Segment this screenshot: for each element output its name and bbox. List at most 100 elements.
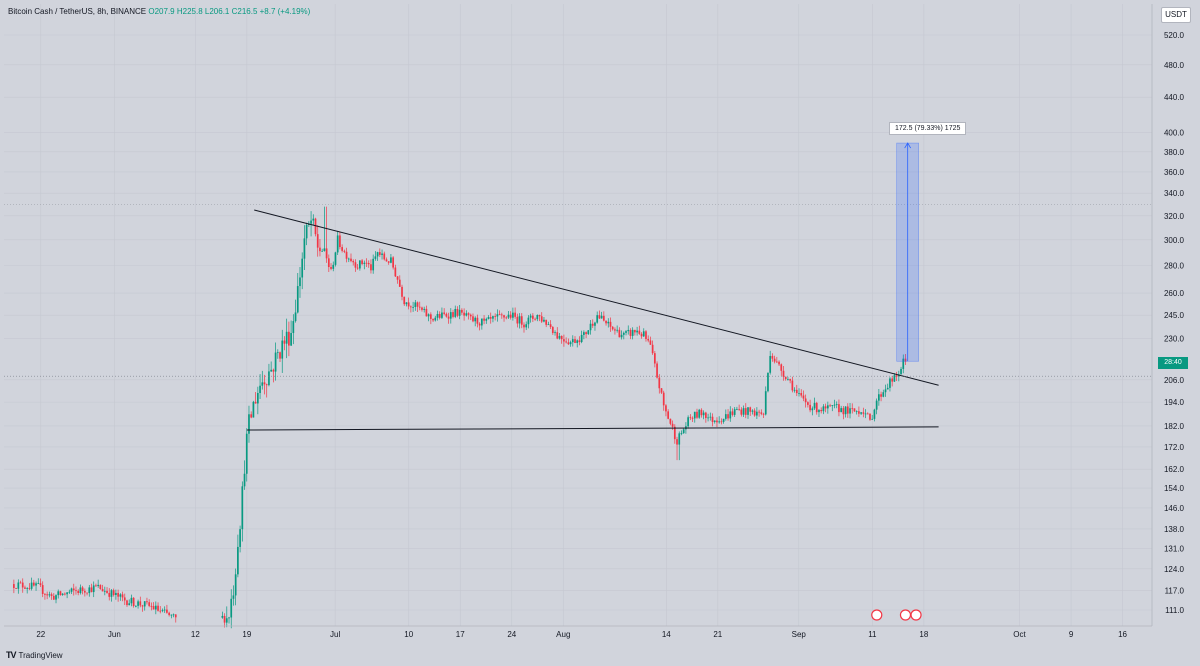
candle-body: [150, 605, 153, 607]
candle-body: [507, 314, 510, 318]
candle-body: [332, 264, 335, 269]
candle-body: [600, 315, 603, 319]
candle-body: [303, 238, 306, 259]
candle-body: [148, 602, 151, 606]
candle-body: [432, 318, 434, 321]
candle-body: [514, 312, 516, 317]
candle-body: [117, 592, 119, 597]
candle-body: [296, 286, 299, 313]
candle-body: [638, 330, 641, 334]
candle-body: [24, 587, 26, 589]
y-tick-label: 320.0: [1164, 212, 1185, 221]
candle-body: [718, 421, 721, 423]
candle-body: [359, 260, 361, 269]
symbol-name[interactable]: Bitcoin Cash / TetherUS, 8h, BINANCE: [8, 7, 147, 16]
candle-body: [880, 394, 882, 397]
candle-body: [372, 258, 375, 271]
candle-body: [86, 592, 88, 594]
candle-body: [789, 378, 792, 381]
candle-body: [824, 406, 827, 409]
candle-body: [234, 574, 237, 596]
candle-body: [665, 405, 667, 412]
candle-body: [472, 316, 474, 322]
y-tick-label: 146.0: [1164, 504, 1185, 513]
trendline-support[interactable]: [246, 426, 939, 431]
candle-body: [662, 392, 665, 406]
footer-brand[interactable]: TV TradingView: [6, 650, 63, 660]
candle-body: [500, 314, 503, 316]
event-flag-icon[interactable]: [871, 609, 883, 621]
candle-body: [583, 332, 585, 335]
candle-body: [549, 324, 552, 328]
candle-body: [660, 388, 663, 393]
candle-body: [895, 375, 898, 377]
candle-body: [83, 590, 86, 593]
candle-body: [396, 276, 399, 280]
y-tick-label: 162.0: [1164, 465, 1185, 474]
currency-badge[interactable]: USDT: [1161, 7, 1191, 23]
candle-body: [398, 279, 401, 287]
candle-body: [649, 340, 652, 345]
candle-body: [137, 601, 139, 606]
candle-body: [316, 234, 319, 248]
candle-body: [724, 414, 727, 419]
candle-body: [815, 402, 818, 413]
candle-body: [862, 412, 865, 414]
candle-body: [634, 329, 636, 333]
candle-body: [578, 340, 581, 343]
y-tick-label: 154.0: [1164, 484, 1185, 493]
candle-body: [656, 363, 658, 378]
candle-body: [727, 414, 729, 419]
x-tick-label: 11: [868, 630, 877, 639]
candle-body: [551, 327, 554, 334]
candle-body: [254, 401, 257, 404]
candle-body: [327, 258, 330, 268]
candle-body: [591, 323, 594, 326]
candle-body: [891, 378, 894, 382]
candle-body: [516, 316, 519, 324]
candle-body: [778, 361, 780, 365]
candle-body: [556, 332, 559, 339]
candle-body: [489, 317, 492, 319]
x-tick-label: 19: [242, 630, 251, 639]
candle-body: [57, 591, 60, 596]
price-scale[interactable]: [1152, 0, 1200, 666]
x-tick-label: 12: [191, 630, 200, 639]
candle-body: [79, 587, 82, 593]
candle-body: [527, 317, 530, 325]
candle-body: [425, 308, 428, 317]
candle-body: [410, 306, 412, 308]
symbol-header[interactable]: Bitcoin Cash / TetherUS, 8h, BINANCE O20…: [8, 7, 310, 16]
candle-body: [252, 401, 255, 418]
x-tick-label: 18: [919, 630, 928, 639]
y-tick-label: 111.0: [1165, 606, 1184, 615]
candle-body: [290, 333, 292, 346]
candle-body: [585, 332, 587, 335]
candle-body: [250, 414, 253, 418]
x-tick-label: Oct: [1013, 630, 1026, 639]
candle-body: [159, 610, 162, 612]
candle-body: [902, 358, 905, 369]
x-tick-label: Sep: [792, 630, 807, 639]
candle-body: [221, 615, 224, 618]
candle-body: [401, 286, 403, 297]
candle-body: [740, 409, 743, 415]
trendline-resistance[interactable]: [254, 209, 939, 386]
candle-body: [882, 392, 885, 397]
candle-body: [864, 413, 867, 415]
x-tick-label: 21: [713, 630, 722, 639]
candle-body: [292, 321, 295, 334]
candle-body: [248, 414, 250, 434]
y-tick-label: 300.0: [1164, 236, 1185, 245]
candle-body: [108, 592, 111, 597]
candle-body: [385, 259, 388, 262]
candle-body: [452, 312, 454, 317]
candle-body: [243, 473, 246, 487]
candle-body: [775, 361, 778, 363]
event-flag-icon[interactable]: [910, 609, 922, 621]
candle-body: [339, 235, 341, 248]
candle-body: [733, 409, 736, 415]
